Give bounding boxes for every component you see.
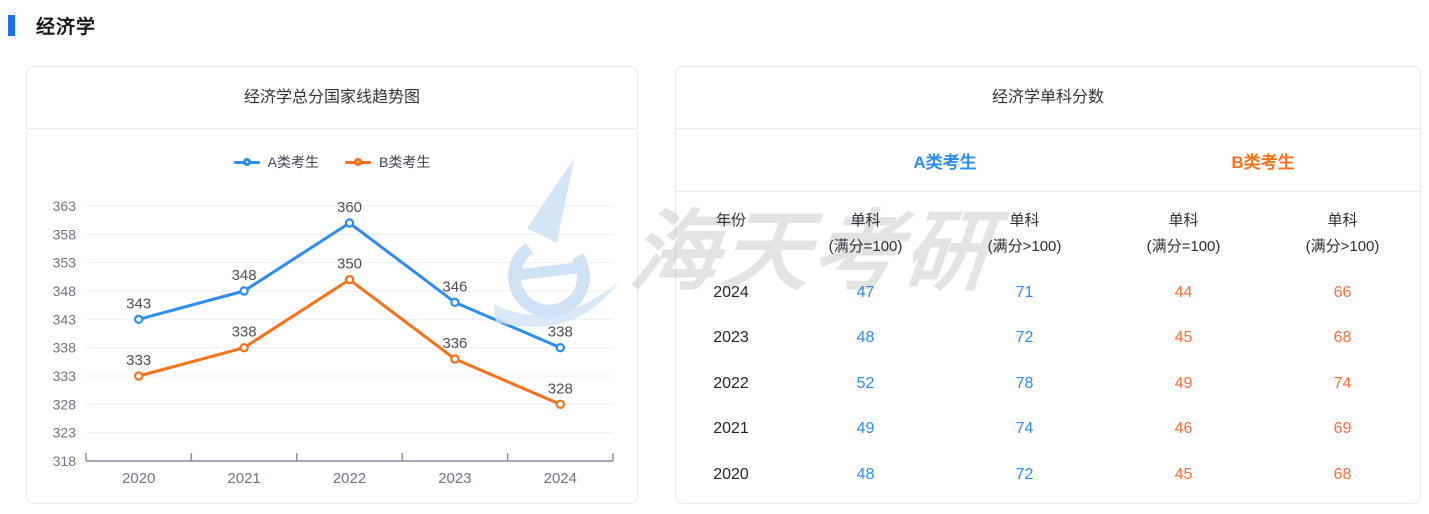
year-cell: 2023	[713, 329, 749, 347]
score-cell: 71	[1015, 283, 1034, 301]
data-point-0-3	[450, 297, 460, 308]
score-cell: 68	[1333, 329, 1352, 347]
data-point-1-3	[450, 354, 460, 364]
score-cell: 72	[1015, 465, 1034, 483]
point-label: 333	[126, 352, 151, 369]
table-row: 2020 48 72 45 68	[676, 452, 1420, 498]
point-label: 338	[232, 324, 257, 341]
x-tick-label: 2024	[544, 470, 577, 487]
legend-item-b[interactable]: B类考生	[345, 152, 430, 172]
point-label: 350	[337, 256, 362, 273]
x-tick-label: 2022	[333, 470, 366, 487]
y-tick-label: 323	[53, 425, 77, 441]
point-label: 338	[548, 324, 573, 341]
section-header: 经济学	[8, 12, 96, 39]
group-label-b: B类考生	[1231, 152, 1295, 172]
year-cell: 2024	[713, 283, 749, 301]
score-cell: 45	[1174, 465, 1193, 483]
x-tick-label: 2020	[122, 470, 155, 487]
column-header-3: 单科 (满分=100)	[1146, 212, 1221, 255]
y-tick-label: 353	[53, 255, 77, 271]
column-header-2: 单科 (满分>100)	[987, 212, 1062, 255]
table-row: 2021 49 74 46 69	[676, 407, 1420, 453]
y-tick-label: 338	[53, 340, 77, 356]
legend-label-a: A类考生	[267, 154, 319, 170]
y-tick-label: 343	[53, 311, 77, 327]
point-label: 360	[337, 199, 362, 216]
legend-line-marker-b-icon	[345, 158, 371, 166]
score-cell: 72	[1015, 329, 1034, 347]
score-cell: 49	[1174, 374, 1193, 392]
data-point-1-0	[133, 371, 144, 381]
column-header-0: 年份	[715, 212, 746, 229]
table-row: 2024 47 71 44 66	[676, 270, 1420, 316]
column-header-1: 单科 (满分=100)	[828, 212, 903, 255]
score-cell: 49	[856, 420, 875, 438]
score-cell: 47	[856, 283, 875, 301]
series-line-1	[137, 278, 562, 406]
data-point-0-0	[133, 314, 144, 325]
accent-bar	[8, 15, 15, 36]
legend-item-a[interactable]: A类考生	[233, 152, 319, 172]
score-cell: 46	[1174, 420, 1193, 438]
trend-chart-card: 经济学总分国家线趋势图 A类考生 B类考生 318 323 328 333 338 343…	[26, 66, 638, 504]
data-point-1-2	[344, 274, 355, 285]
table-row: 2023 48 72 45 68	[676, 316, 1420, 362]
series-line-0	[137, 221, 562, 350]
y-tick-label: 348	[53, 283, 77, 299]
score-cell: 69	[1333, 420, 1352, 438]
data-point-0-1	[239, 286, 249, 296]
score-cell: 74	[1015, 420, 1034, 438]
data-point-0-2	[344, 218, 355, 228]
y-tick-label: 328	[53, 396, 77, 412]
group-label-a: A类考生	[913, 152, 977, 172]
legend-line-marker-a-icon	[233, 158, 260, 166]
score-cell: 48	[856, 465, 875, 483]
data-point-1-4	[555, 399, 566, 410]
point-label: 348	[232, 267, 257, 284]
y-tick-label: 363	[53, 198, 77, 214]
trend-chart-svg: 318 323 328 333 338 343 348 353 358 363 2020 2021 20…	[53, 198, 614, 487]
score-cell: 68	[1333, 465, 1352, 483]
data-point-1-1	[239, 342, 249, 353]
year-cell: 2022	[713, 374, 749, 392]
x-tick-label: 2021	[227, 470, 260, 487]
x-tick-label: 2023	[438, 470, 471, 487]
table-title: 经济学单科分数	[676, 67, 1420, 129]
score-table-card: 经济学单科分数 A类考生 B类考生 年份 单科 (满分=100) 单科 (满分>100)…	[675, 66, 1421, 504]
chart-title: 经济学总分国家线趋势图	[27, 67, 637, 129]
legend-label-b: B类考生	[379, 154, 431, 170]
point-label: 328	[548, 380, 573, 397]
y-tick-label: 333	[53, 368, 77, 384]
column-header-4: 单科 (满分>100)	[1305, 212, 1380, 255]
section-title: 经济学	[36, 17, 97, 38]
y-tick-label: 358	[53, 226, 77, 242]
score-cell: 44	[1174, 283, 1193, 301]
table-header-row: 年份 单科 (满分=100) 单科 (满分>100) 单科 (满分=100) 单科 (满分>10…	[676, 192, 1420, 270]
point-label: 346	[442, 278, 467, 295]
score-cell: 66	[1333, 283, 1352, 301]
point-label: 343	[126, 295, 151, 312]
table-group-header: A类考生 B类考生	[676, 129, 1420, 192]
score-cell: 48	[856, 329, 875, 347]
score-cell: 52	[856, 374, 875, 392]
chart-legend: A类考生 B类考生	[27, 129, 637, 173]
y-tick-label: 318	[53, 453, 77, 469]
table-body: 2024 47 71 44 66 2023 48 72 45 68 2022 52 78 49 74 2021…	[676, 270, 1420, 498]
data-point-0-4	[555, 342, 566, 353]
year-cell: 2020	[713, 465, 749, 483]
score-cell: 74	[1333, 374, 1352, 392]
point-label: 336	[442, 335, 467, 352]
year-cell: 2021	[713, 420, 749, 438]
score-cell: 45	[1174, 329, 1193, 347]
score-cell: 78	[1015, 374, 1034, 392]
table-row: 2022 52 78 49 74	[676, 361, 1420, 407]
